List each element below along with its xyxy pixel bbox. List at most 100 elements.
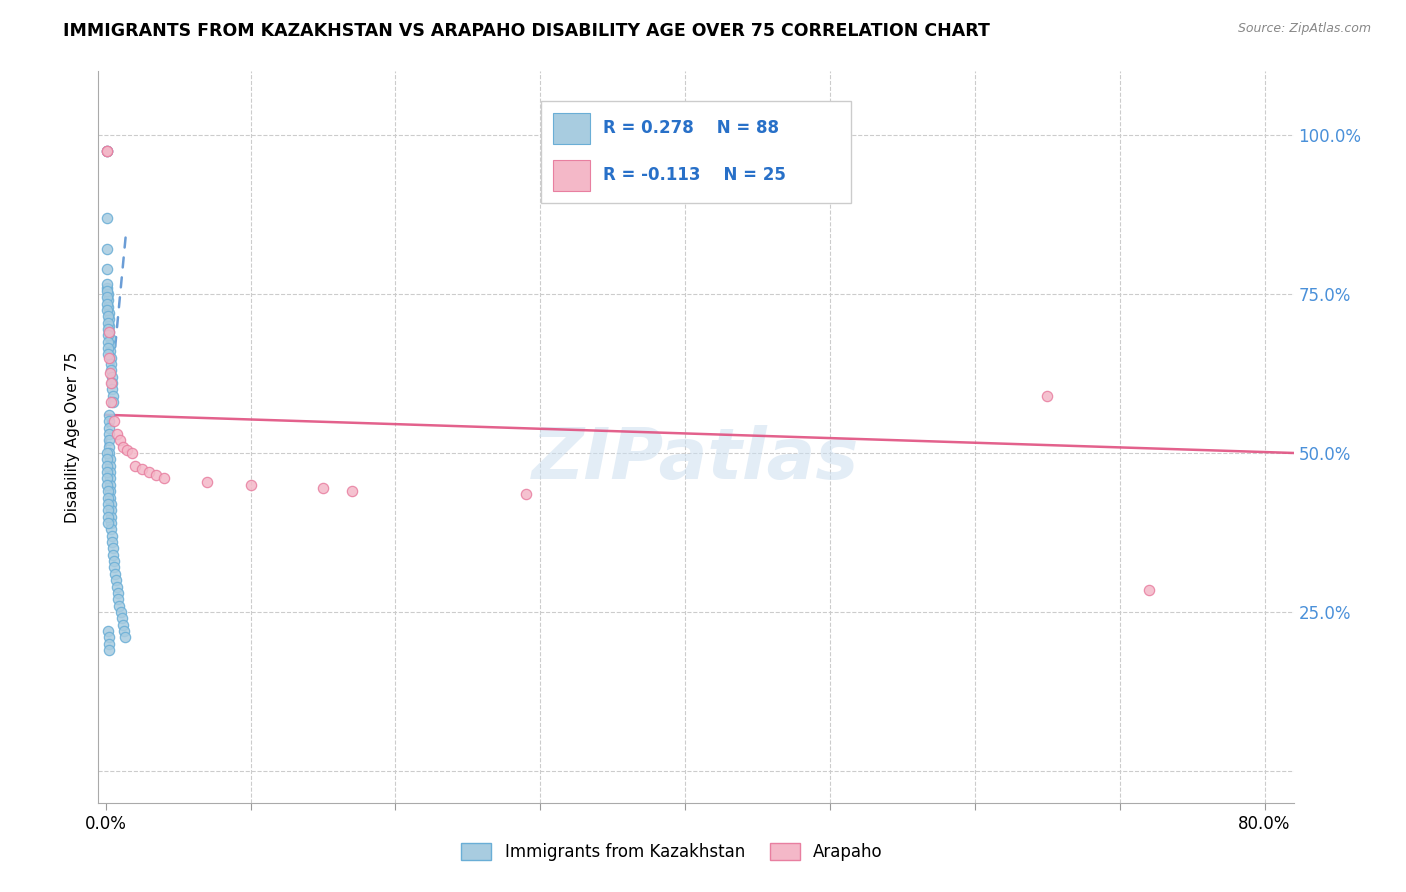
Point (100, 363, 122, 377)
Text: IMMIGRANTS FROM KAZAKHSTAN VS ARAPAHO DISABILITY AGE OVER 75 CORRELATION CHART: IMMIGRANTS FROM KAZAKHSTAN VS ARAPAHO DI… (63, 22, 990, 40)
Point (96, 471, 118, 485)
Point (96, 465, 118, 479)
Point (100, 351, 122, 365)
Point (1137, 582, 1160, 597)
Point (131, 462, 153, 476)
Point (98, 434, 121, 448)
Text: ZIPatlas: ZIPatlas (533, 425, 859, 493)
Point (108, 599, 131, 613)
Point (105, 426, 128, 441)
Text: Source: ZipAtlas.com: Source: ZipAtlas.com (1237, 22, 1371, 36)
Point (96, 144, 118, 158)
Point (98, 477, 121, 491)
Point (101, 376, 124, 390)
Point (121, 446, 143, 460)
Point (117, 442, 139, 457)
Point (100, 376, 122, 390)
Point (96, 243, 118, 257)
Point (98, 452, 121, 467)
Legend: Immigrants from Kazakhstan, Arapaho: Immigrants from Kazakhstan, Arapaho (454, 836, 890, 868)
Point (97, 322, 120, 336)
Point (312, 481, 335, 495)
Point (107, 586, 129, 600)
Point (97, 306, 120, 320)
Point (101, 389, 124, 403)
Point (97, 341, 120, 355)
Point (97, 414, 120, 428)
Point (239, 477, 262, 491)
Point (96, 296, 118, 310)
Point (103, 548, 125, 562)
Point (96, 284, 118, 298)
Point (98, 318, 121, 333)
Point (96, 477, 118, 491)
Point (108, 434, 131, 448)
Point (100, 491, 122, 505)
Point (97, 631, 120, 645)
Point (100, 516, 122, 530)
Point (97, 643, 120, 657)
Point (138, 465, 160, 479)
Point (101, 395, 124, 409)
Point (100, 369, 122, 384)
Point (97, 503, 120, 517)
Point (98, 465, 121, 479)
Point (101, 541, 124, 556)
Point (103, 414, 125, 428)
Point (98, 484, 121, 499)
Point (96, 144, 118, 158)
Point (98, 440, 121, 454)
Point (96, 280, 118, 294)
Point (96, 446, 118, 460)
Point (145, 468, 167, 483)
Point (96, 310, 118, 324)
Point (97, 312, 120, 326)
Point (124, 458, 146, 473)
Point (515, 487, 537, 501)
Point (96, 484, 118, 499)
Point (103, 554, 125, 568)
Point (100, 503, 122, 517)
Point (96, 144, 118, 158)
Point (96, 290, 118, 304)
Point (97, 325, 120, 339)
Point (98, 338, 121, 352)
Point (98, 344, 121, 359)
Point (101, 535, 124, 549)
Point (97, 516, 120, 530)
Point (107, 592, 129, 607)
Point (98, 471, 121, 485)
Point (98, 325, 121, 339)
Point (114, 631, 136, 645)
Point (97, 497, 120, 511)
Point (98, 426, 121, 441)
Point (97, 287, 120, 301)
Point (100, 357, 122, 371)
Point (1036, 389, 1059, 403)
Point (96, 144, 118, 158)
Point (340, 484, 363, 499)
Point (96, 302, 118, 317)
Point (112, 624, 135, 638)
Point (98, 446, 121, 460)
Point (103, 560, 125, 574)
Point (98, 351, 121, 365)
Point (100, 509, 122, 524)
Point (100, 522, 122, 536)
Point (97, 637, 120, 651)
Point (96, 452, 118, 467)
Point (97, 328, 120, 343)
Point (97, 509, 120, 524)
Point (97, 420, 120, 434)
Point (96, 277, 118, 292)
Y-axis label: Disability Age Over 75: Disability Age Over 75 (65, 351, 80, 523)
Point (98, 331, 121, 345)
Point (105, 580, 128, 594)
Point (195, 475, 218, 489)
Point (100, 529, 122, 543)
Point (100, 497, 122, 511)
Point (152, 471, 174, 485)
Point (98, 458, 121, 473)
Point (97, 316, 120, 330)
Point (97, 293, 120, 308)
